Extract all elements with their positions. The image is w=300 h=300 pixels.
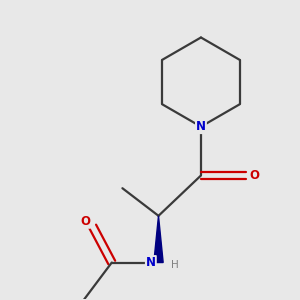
- Text: N: N: [196, 120, 206, 133]
- Polygon shape: [154, 216, 163, 262]
- Text: H: H: [171, 260, 178, 270]
- Text: O: O: [249, 169, 259, 182]
- Text: N: N: [146, 256, 156, 269]
- Text: O: O: [80, 215, 90, 228]
